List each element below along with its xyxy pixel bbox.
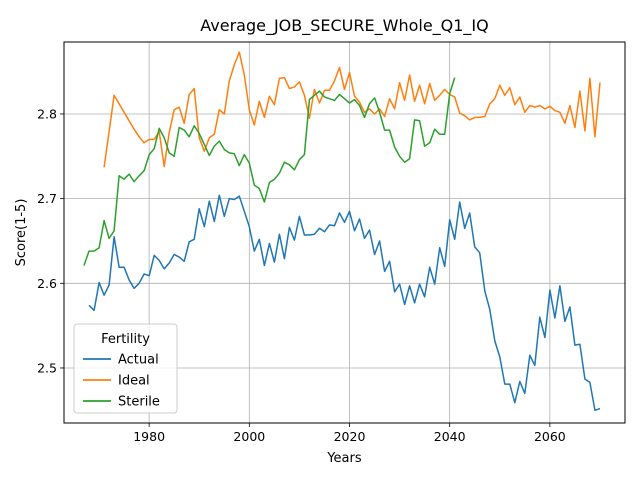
series-lines [83,51,601,412]
y-tick-label: 2.6 [37,276,57,291]
legend-label-actual: Actual [118,353,159,368]
y-tick-label: 2.5 [37,360,57,375]
chart-title: Average_JOB_SECURE_Whole_Q1_IQ [200,16,489,36]
series-line-ideal [103,51,601,168]
x-tick-label: 2020 [334,429,366,444]
legend-label-ideal: Ideal [118,374,150,389]
legend: Fertility Actual Ideal Sterile [73,323,178,414]
x-axis-title: Years [326,451,362,466]
axis-ticks: 1980 2000 2020 2040 2060 2.5 2.6 2.7 2.8 [37,106,566,444]
legend-label-sterile: Sterile [118,395,160,410]
x-tick-label: 2060 [534,429,566,444]
x-tick-label: 2000 [233,429,265,444]
series-line-actual [88,194,601,412]
x-tick-label: 1980 [133,429,165,444]
y-tick-label: 2.7 [37,191,57,206]
plot-frame [63,41,626,424]
legend-box [73,323,178,414]
legend-title: Fertility [101,332,150,347]
x-tick-label: 2040 [434,429,466,444]
y-tick-label: 2.8 [37,106,57,121]
y-axis-title: Score(1-5) [14,199,29,267]
series-line-sterile [83,77,456,266]
